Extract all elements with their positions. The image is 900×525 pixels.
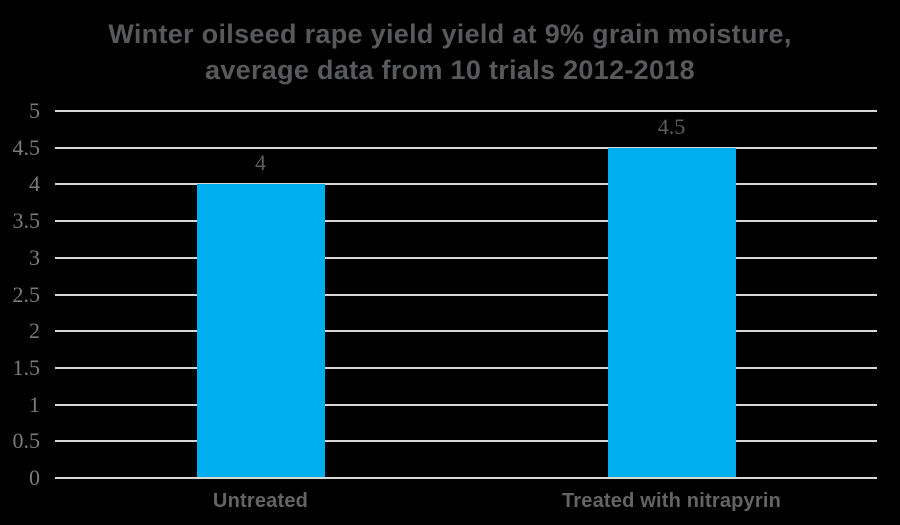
chart-title-line-2: average data from 10 trials 2012-2018 (205, 55, 695, 85)
gridline (55, 477, 877, 479)
chart-title-line-1: Winter oilseed rape yield yield at 9% gr… (108, 19, 792, 49)
chart-title: Winter oilseed rape yield yield at 9% gr… (0, 16, 900, 88)
gridline (55, 110, 877, 112)
gridline (55, 293, 877, 296)
gridline (55, 220, 877, 223)
y-axis-tick-label: 4 (29, 171, 40, 197)
gridline (55, 256, 877, 259)
y-axis-tick-label: 0 (29, 465, 40, 490)
x-axis-category-label: Treated with nitrapyrin (561, 490, 782, 512)
x-axis-category-label: Untreated (212, 490, 309, 512)
y-axis-tick-label: 2 (29, 318, 40, 344)
bar (196, 184, 325, 477)
y-axis-tick-label: 4.5 (12, 134, 41, 160)
gridline (55, 330, 877, 333)
gridline (55, 366, 877, 369)
gridline (55, 146, 877, 149)
y-axis-tick-label: 3.5 (12, 208, 41, 234)
bar-value-label: 4 (255, 150, 266, 176)
gridline (55, 403, 877, 406)
bar (607, 147, 736, 477)
y-axis-tick-label: 1.5 (12, 354, 41, 380)
y-axis-tick-label: 0.5 (12, 428, 41, 454)
y-axis-tick-label: 1 (29, 391, 40, 417)
gridline (55, 183, 877, 186)
y-axis-tick-label: 3 (29, 244, 40, 270)
gridline (55, 440, 877, 443)
y-axis-tick-label: 5 (29, 98, 40, 123)
y-axis-tick-label: 2.5 (12, 281, 41, 307)
bar-value-label: 4.5 (657, 113, 686, 139)
